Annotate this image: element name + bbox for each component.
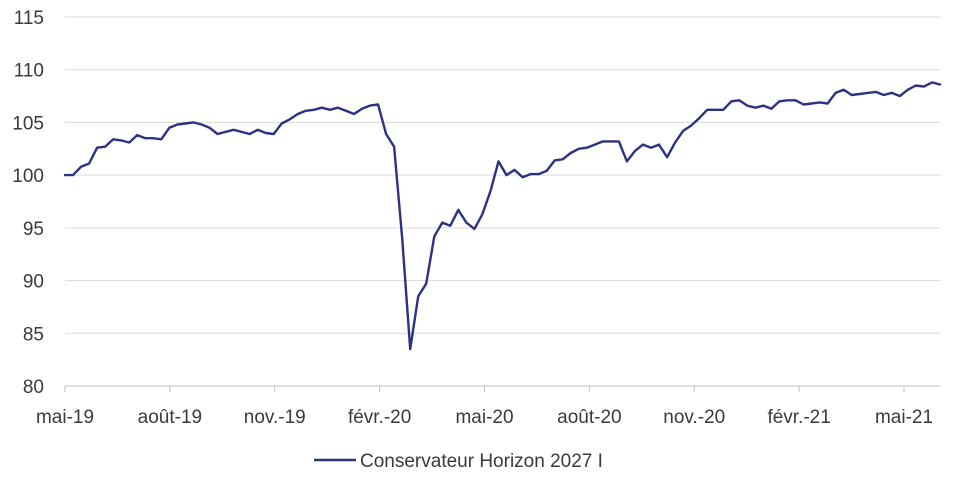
x-tick-label: févr.-21	[767, 407, 830, 428]
x-tick-label: févr.-20	[348, 407, 411, 428]
y-tick-label: 115	[14, 8, 44, 29]
y-axis-tick-labels: 80 85 90 95 100 105 110 115	[12, 8, 44, 398]
x-axis-ticks: mai-19 août-19 nov.-19 févr.-20 mai-20 août-2…	[36, 386, 933, 428]
x-tick-label: août-20	[557, 407, 621, 428]
x-tick-label: nov.-19	[244, 407, 306, 428]
x-tick-label: nov.-20	[663, 407, 725, 428]
y-tick-label: 90	[23, 272, 44, 293]
series-line-conservateur-horizon-2027-i	[63, 81, 942, 351]
legend-label: Conservateur Horizon 2027 I	[360, 451, 603, 472]
y-tick-label: 100	[12, 166, 44, 187]
y-tick-label: 105	[12, 113, 44, 134]
x-tick-label: août-19	[138, 407, 202, 428]
y-tick-label: 95	[23, 219, 44, 240]
y-tick-label: 110	[14, 61, 44, 82]
gridlines	[65, 16, 940, 334]
x-tick-label: mai-19	[36, 407, 94, 428]
x-tick-label: mai-20	[455, 407, 513, 428]
y-tick-label: 80	[23, 377, 44, 398]
y-tick-label: 85	[23, 324, 44, 345]
x-tick-label: mai-21	[875, 407, 933, 428]
legend: Conservateur Horizon 2027 I	[314, 451, 603, 472]
